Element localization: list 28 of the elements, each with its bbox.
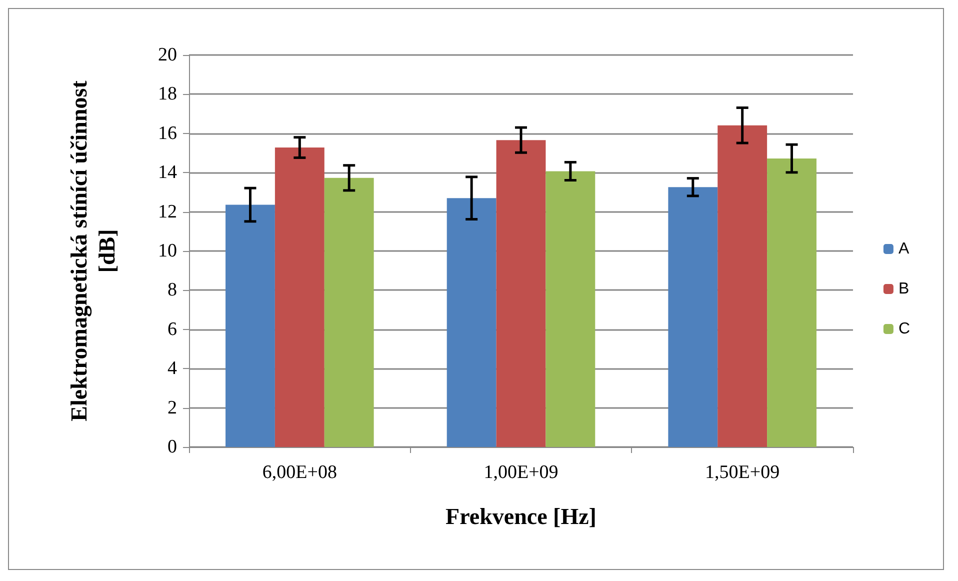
- legend-label: A: [898, 240, 910, 258]
- y-tick-label: 6: [168, 318, 177, 340]
- y-tick-label: 4: [168, 358, 178, 380]
- y-tick-label: 2: [168, 397, 177, 418]
- legend-label: B: [898, 280, 910, 298]
- y-tick-label: 8: [168, 280, 177, 301]
- y-tick-label: 20: [158, 44, 177, 66]
- y-tick-label: 0: [168, 436, 177, 458]
- y-tick-label: 14: [158, 162, 178, 184]
- legend-label: C: [898, 320, 910, 338]
- x-tick-label: 6,00E+08: [262, 462, 337, 483]
- y-tick-label: 16: [158, 122, 177, 144]
- y-tick-label: 12: [158, 201, 177, 222]
- bar: [767, 158, 816, 447]
- x-tick-label: 1,50E+09: [705, 462, 780, 483]
- bar: [274, 148, 324, 447]
- bar: [668, 187, 718, 447]
- x-tick-label: 1,00E+09: [484, 462, 558, 483]
- bar: [496, 140, 546, 447]
- bar: [324, 178, 374, 447]
- y-tick-label: 10: [158, 240, 177, 262]
- x-axis-title: Frekvence [Hz]: [446, 504, 596, 529]
- bar: [546, 171, 596, 447]
- bar: [446, 198, 496, 447]
- bar: [718, 125, 768, 447]
- y-tick-label: 18: [158, 84, 177, 105]
- bar: [226, 204, 275, 447]
- y-axis-title: Elektromagnetická stínící účinnost [dB]: [66, 80, 120, 422]
